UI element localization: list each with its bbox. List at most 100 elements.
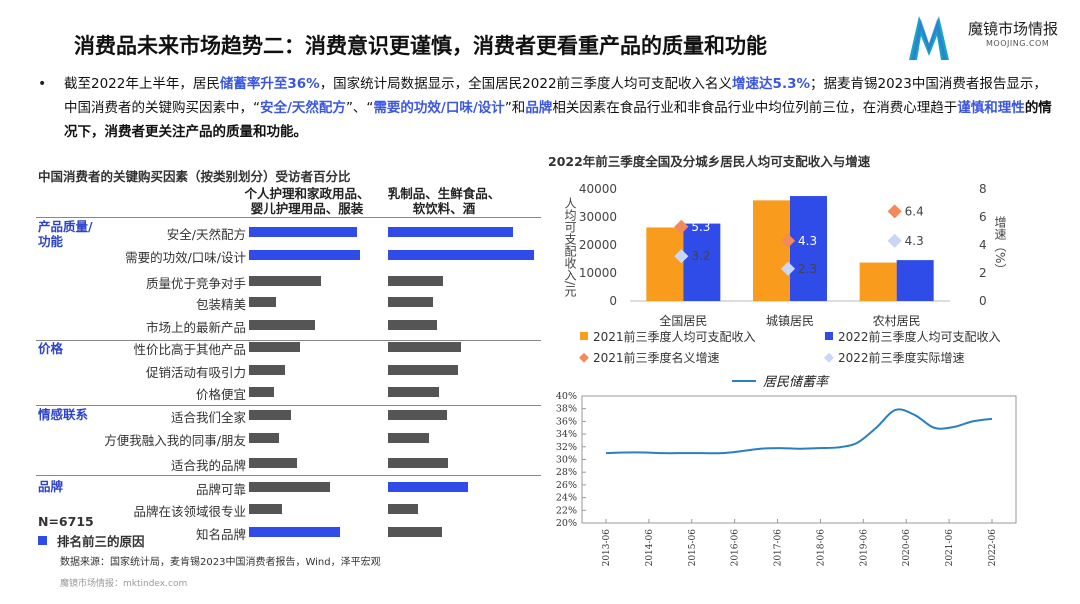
group-label-emotion: 情感联系 bbox=[38, 407, 89, 422]
bar-food bbox=[388, 276, 443, 286]
income-bar bbox=[683, 223, 721, 301]
bar-food bbox=[388, 433, 430, 443]
y-tick-label: 40% bbox=[556, 391, 577, 402]
highlight-growth: 增速达5.3% bbox=[732, 76, 810, 92]
bar-food bbox=[388, 482, 468, 492]
legend-swatch bbox=[824, 352, 834, 363]
bar-food bbox=[388, 342, 461, 352]
footer-watermark: 魔镜市场情报：mktindex.com bbox=[60, 579, 188, 589]
factor-label: 方便我融入我的同事/朋友 bbox=[104, 433, 246, 448]
income-chart-title: 2022年前三季度全国及分城乡居民人均可支配收入与增速 bbox=[548, 154, 871, 169]
y-tick-label: 10000 bbox=[579, 266, 617, 280]
separator bbox=[36, 340, 541, 341]
growth-label: 6.4 bbox=[905, 204, 924, 218]
growth-marker bbox=[780, 233, 796, 248]
income-bar bbox=[646, 227, 684, 301]
income-bar bbox=[896, 260, 934, 301]
legend-label: 2022前三季度实际增速 bbox=[838, 350, 965, 365]
top3-legend: 排名前三的原因 bbox=[38, 531, 145, 550]
bar-personal-care bbox=[249, 527, 340, 537]
growth-marker bbox=[780, 261, 796, 276]
group-label-price: 价格 bbox=[38, 341, 64, 356]
bar-personal-care bbox=[249, 365, 285, 375]
group-label-quality: 产品质量/功能 bbox=[38, 219, 93, 249]
bar-food bbox=[388, 387, 440, 397]
bar-personal-care bbox=[249, 504, 283, 514]
highlight-efficacy: 需要的功效/口味/设计 bbox=[373, 100, 505, 116]
growth-label: 2.3 bbox=[798, 262, 817, 276]
y-tick-label: 28% bbox=[556, 467, 577, 478]
factor-label: 品牌可靠 bbox=[195, 482, 246, 497]
top3-swatch bbox=[38, 536, 47, 545]
group-label-brand: 品牌 bbox=[38, 479, 64, 494]
column-header-personal-care: 个人护理和家政用品、婴儿护理用品、服装 bbox=[244, 186, 370, 216]
page-title: 消费品未来市场趋势二：消费意识更谨慎，消费者更看重产品的质量和功能 bbox=[74, 34, 767, 58]
factor-label: 品牌在该领域很专业 bbox=[133, 504, 246, 519]
plot-frame bbox=[581, 395, 1017, 524]
bar-food bbox=[388, 297, 433, 307]
y-tick-label: 20% bbox=[556, 518, 577, 529]
bar-personal-care bbox=[249, 276, 322, 286]
factor-label: 知名品牌 bbox=[195, 527, 246, 542]
growth-label: 3.2 bbox=[691, 249, 710, 263]
bar-personal-care bbox=[249, 433, 280, 443]
legend-label: 2021前三季度人均可支配收入 bbox=[593, 329, 756, 344]
growth-marker bbox=[674, 219, 689, 234]
income-bar bbox=[859, 262, 897, 301]
factor-label: 包装精美 bbox=[195, 297, 246, 312]
left-chart-title: 中国消费者的关键购买因素（按类别划分）受访者百分比 bbox=[38, 169, 351, 184]
highlight-savings-rate: 储蓄率升至36% bbox=[219, 76, 320, 92]
x-tick-label: 2014-06 bbox=[645, 529, 655, 567]
text-segment: ；据麦肯锡2023中国消费者报告显示，中国消费者的关键购买因素中，“ bbox=[64, 76, 1047, 116]
x-tick-label: 2019-06 bbox=[859, 529, 869, 567]
bullet-marker: • bbox=[38, 76, 47, 92]
bar-food bbox=[388, 227, 513, 237]
legend-swatch bbox=[580, 332, 588, 340]
factor-label: 适合我们全家 bbox=[170, 410, 246, 425]
growth-marker bbox=[887, 204, 902, 219]
y2-tick-label: 8 bbox=[979, 182, 987, 196]
text-segment: 相关因素在食品行业和非食品行业中均位列前三位，在消费心理趋于 bbox=[552, 100, 958, 116]
legend-label: 2022前三季度人均可支配收入 bbox=[838, 329, 1001, 344]
highlight-brand: 品牌 bbox=[525, 100, 553, 116]
x-tick-label: 2018-06 bbox=[816, 529, 826, 567]
growth-label: 4.3 bbox=[905, 234, 924, 248]
text-segment: 的情况下，消费者更关注产品的质量和功能。 bbox=[64, 100, 1052, 140]
legend-swatch bbox=[579, 352, 589, 363]
x-tick-label: 2022-06 bbox=[988, 529, 998, 567]
text-segment: 截至2022年上半年，居民 bbox=[64, 76, 220, 92]
y-tick-label: 30% bbox=[556, 455, 577, 466]
x-tick-label: 2015-06 bbox=[688, 529, 698, 567]
bar-personal-care bbox=[249, 320, 315, 330]
bar-food bbox=[388, 410, 447, 420]
factor-label: 适合我的品牌 bbox=[170, 458, 246, 473]
text-segment: ”和 bbox=[504, 100, 526, 116]
bar-food bbox=[388, 527, 442, 537]
bar-food bbox=[388, 365, 458, 375]
income-bar bbox=[753, 200, 790, 301]
y-tick-label: 0 bbox=[609, 294, 617, 308]
highlight-safety: 安全/天然配方 bbox=[260, 100, 346, 116]
y2-tick-label: 0 bbox=[979, 294, 987, 308]
bar-food bbox=[388, 250, 534, 260]
summary-paragraph: 截至2022年上半年，居民储蓄率升至36%，国家统计局数据显示，全国居民2022… bbox=[64, 72, 1054, 144]
separator bbox=[36, 217, 541, 218]
x-tick-label: 2020-06 bbox=[902, 529, 912, 567]
y2-axis-title: 增速（%） bbox=[993, 216, 1007, 276]
x-tick-label: 2021-06 bbox=[945, 529, 955, 567]
y2-tick-label: 4 bbox=[979, 238, 987, 252]
factor-label: 性价比高于其他产品 bbox=[133, 342, 246, 357]
y-tick-label: 20000 bbox=[579, 238, 617, 252]
factor-label: 促销活动有吸引力 bbox=[145, 365, 246, 380]
data-source: 数据来源：国家统计局，麦肯锡2023中国消费者报告，Wind，泽平宏观 bbox=[60, 557, 381, 568]
factor-label: 价格便宜 bbox=[195, 387, 246, 402]
bar-personal-care bbox=[249, 387, 274, 397]
separator bbox=[36, 475, 541, 476]
y-tick-label: 32% bbox=[556, 442, 577, 453]
bar-food bbox=[388, 458, 448, 468]
x-category-label: 城镇居民 bbox=[766, 314, 814, 328]
factor-label: 需要的功效/口味/设计 bbox=[125, 250, 246, 265]
y2-tick-label: 2 bbox=[979, 266, 987, 280]
text-segment: ，国家统计局数据显示，全国居民2022前三季度人均可支配收入名义 bbox=[319, 76, 733, 92]
bar-personal-care bbox=[249, 410, 292, 420]
